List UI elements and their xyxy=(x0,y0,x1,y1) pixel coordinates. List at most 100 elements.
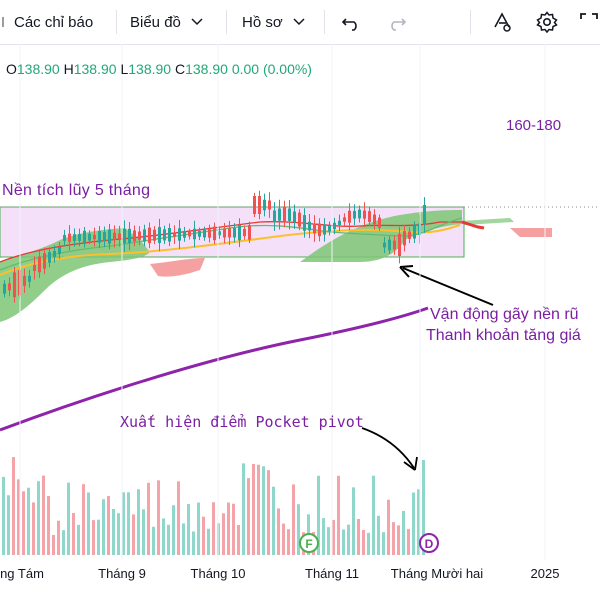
cloud-green xyxy=(300,210,462,262)
volume-bar xyxy=(422,460,425,555)
x-axis-label: Tháng 11 xyxy=(305,566,359,581)
volume-bar xyxy=(197,502,200,555)
candle-body xyxy=(358,209,361,219)
candle-body xyxy=(28,275,31,282)
x-axis-label: ng Tám xyxy=(0,566,44,581)
candle-body xyxy=(33,264,36,271)
volume-bar xyxy=(157,480,160,555)
chart-type-label: Biểu đồ xyxy=(130,13,181,31)
volume-bar xyxy=(377,515,380,555)
volume-bar xyxy=(102,499,105,555)
cloud-green xyxy=(460,218,514,225)
volume-bar xyxy=(152,526,155,555)
candle-body xyxy=(348,210,351,223)
candle-body xyxy=(58,247,61,254)
replay-button[interactable] xyxy=(490,0,514,44)
cloud-red xyxy=(150,258,205,277)
event-marker-f xyxy=(299,533,319,553)
redo-button[interactable] xyxy=(386,0,408,44)
drag-handle-icon xyxy=(2,17,4,27)
candle-body xyxy=(313,223,316,234)
volume-bar xyxy=(382,532,385,555)
cloud-red xyxy=(510,228,552,237)
candle-body xyxy=(278,208,281,221)
breakdown-arrow-line xyxy=(402,267,494,306)
ma-yellow-line xyxy=(0,224,461,276)
volume-bar xyxy=(372,475,375,555)
volume-bar xyxy=(17,479,20,555)
candle-body xyxy=(103,232,106,242)
candle-body xyxy=(338,220,341,225)
volume-bar xyxy=(207,528,210,555)
volume-bar xyxy=(2,476,5,555)
candle-body xyxy=(148,227,151,244)
candle-body xyxy=(173,232,176,237)
volume-bar xyxy=(202,516,205,555)
candle-body xyxy=(378,217,381,228)
volume-bar xyxy=(327,527,330,555)
candle-body xyxy=(153,229,156,241)
top-toolbar: Các chỉ báo Biểu đồ Hồ sơ xyxy=(0,0,600,45)
volume-bar xyxy=(262,466,265,555)
volume-bar xyxy=(42,475,45,555)
candle-body xyxy=(308,221,311,231)
volume-bar xyxy=(267,470,270,555)
volume-bar xyxy=(292,484,295,555)
indicators-label: Các chỉ báo xyxy=(14,13,94,31)
candle-body xyxy=(38,256,41,273)
volume-bar xyxy=(192,531,195,555)
candle-body xyxy=(403,231,406,246)
volume-bar xyxy=(112,509,115,555)
volume-bar xyxy=(162,518,165,555)
breakdown-arrow-head xyxy=(399,265,414,278)
volume-bar xyxy=(147,482,150,555)
undo-button[interactable] xyxy=(340,0,362,44)
volume-bar xyxy=(322,518,325,555)
fullscreen-icon xyxy=(580,13,598,19)
candle-body xyxy=(138,231,141,240)
profile-dropdown[interactable]: Hồ sơ xyxy=(242,0,305,44)
candle-body xyxy=(48,252,51,263)
chevron-down-icon xyxy=(293,18,305,26)
candle-body xyxy=(333,222,336,230)
candle-body xyxy=(68,233,71,242)
candle-body xyxy=(128,228,131,244)
chart-type-dropdown[interactable]: Biểu đồ xyxy=(130,0,203,44)
indicators-button[interactable]: Các chỉ báo xyxy=(0,0,93,44)
volume-bar xyxy=(277,508,280,555)
candle-body xyxy=(108,229,111,244)
volume-bar xyxy=(397,525,400,555)
volume-bar xyxy=(337,475,340,555)
volume-bar xyxy=(247,478,250,555)
volume-bar xyxy=(132,514,135,555)
volume-bar xyxy=(227,502,230,555)
volume-bar xyxy=(97,519,100,555)
candle-body xyxy=(318,223,321,237)
candle-body xyxy=(393,240,396,250)
volume-bar xyxy=(417,489,420,555)
event-marker-d-label: D xyxy=(425,537,434,551)
candle-body xyxy=(343,217,346,222)
low-label: L xyxy=(120,61,129,77)
volume-bar xyxy=(172,505,175,555)
toolbar-divider xyxy=(324,10,325,34)
pocket-pivot-arrow-head xyxy=(403,456,418,471)
volume-bar xyxy=(92,520,95,555)
ma-long-line xyxy=(0,306,429,432)
candle-body xyxy=(248,225,251,240)
volume-bar xyxy=(367,532,370,555)
ohlc-legend: O138.90 H138.90 L138.90 C138.90 0.00 (0.… xyxy=(6,61,312,77)
candle-body xyxy=(253,196,256,214)
candle-body xyxy=(183,230,186,238)
open-value: 138.90 xyxy=(16,61,60,77)
x-axis-label: Tháng 10 xyxy=(191,566,246,581)
volume-bar xyxy=(387,499,390,555)
candle-body xyxy=(123,228,126,244)
settings-button[interactable] xyxy=(535,0,559,44)
candle-body xyxy=(288,208,291,221)
fullscreen-button[interactable] xyxy=(578,0,600,44)
volume-bar xyxy=(252,463,255,555)
price-chart[interactable]: F Dng Tám Tháng 9 Tháng 10 Tháng 11 Tháng Mườ… xyxy=(0,44,600,600)
volume-bar xyxy=(237,525,240,555)
volume-bar xyxy=(32,502,35,555)
